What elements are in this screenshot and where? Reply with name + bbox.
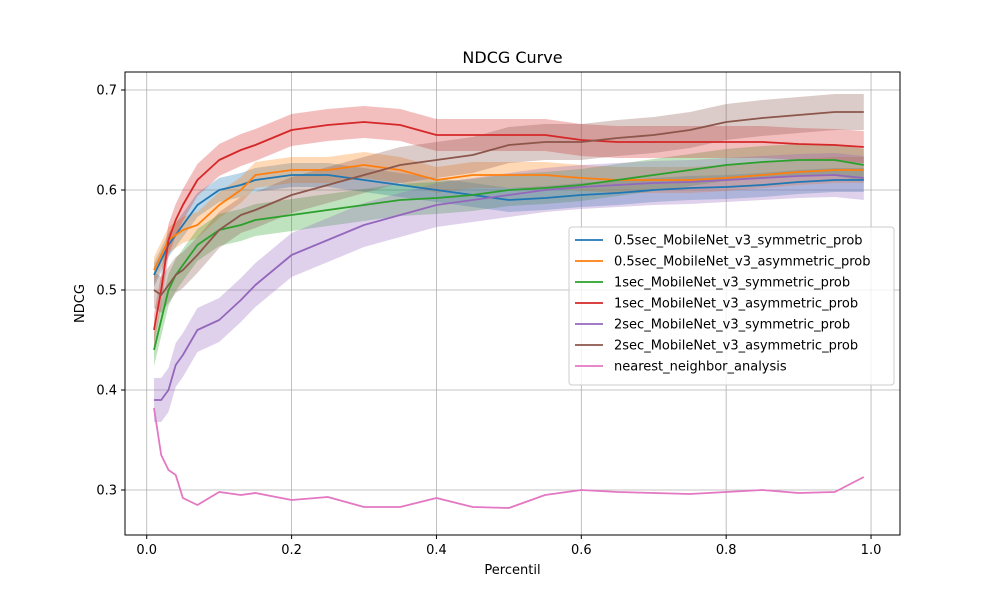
confidence-band (154, 152, 864, 283)
confidence-band (154, 106, 864, 346)
x-tick-label: 0.6 (571, 543, 592, 558)
series-line (154, 174, 864, 401)
series-line (153, 174, 864, 276)
confidence-band (154, 163, 864, 287)
series-line (153, 407, 865, 509)
series-line (153, 111, 864, 296)
series-lines (153, 111, 865, 509)
confidence-band (154, 144, 864, 366)
legend-entry-label: 1sec_MobileNet_v3_symmetric_prob (614, 276, 850, 291)
x-axis-label: Percentil (484, 563, 540, 578)
chart-title: NDCG Curve (462, 48, 562, 67)
legend-entry-label: 2sec_MobileNet_v3_asymmetric_prob (614, 339, 858, 354)
legend-entry-label: 0.5sec_MobileNet_v3_symmetric_prob (614, 234, 863, 249)
y-tick-label: 0.7 (96, 84, 117, 99)
y-tick-label: 0.6 (96, 184, 117, 199)
legend-entry-label: 1sec_MobileNet_v3_asymmetric_prob (614, 297, 858, 312)
confidence-band (154, 153, 864, 422)
series-line (153, 159, 864, 351)
legend-entry-label: 0.5sec_MobileNet_v3_asymmetric_prob (614, 255, 871, 270)
legend: 0.5sec_MobileNet_v3_symmetric_prob 0.5sec… (568, 226, 895, 386)
legend-entry-label: 2sec_MobileNet_v3_symmetric_prob (614, 318, 850, 333)
plot-frame (124, 71, 901, 536)
x-tick-label: 0.8 (716, 543, 737, 558)
series-line (153, 164, 864, 271)
y-tick-label: 0.3 (96, 484, 117, 499)
x-tick-label: 1.0 (861, 543, 882, 558)
x-tick-label: 0.4 (426, 543, 447, 558)
legend-box (568, 226, 895, 386)
y-tick-label: 0.4 (96, 384, 117, 399)
x-tick-label: 0.2 (281, 543, 302, 558)
series-line (153, 121, 864, 331)
axis-ticks: 0.0 0.2 0.4 0.6 0.8 1.0 0.3 0.4 0.5 0.6 0.7 (96, 84, 881, 559)
y-tick-label: 0.5 (96, 284, 117, 299)
legend-entry-label: nearest_neighbor_analysis (614, 360, 787, 375)
y-axis-label: NDCG (73, 284, 88, 323)
x-tick-label: 0.0 (136, 543, 157, 558)
